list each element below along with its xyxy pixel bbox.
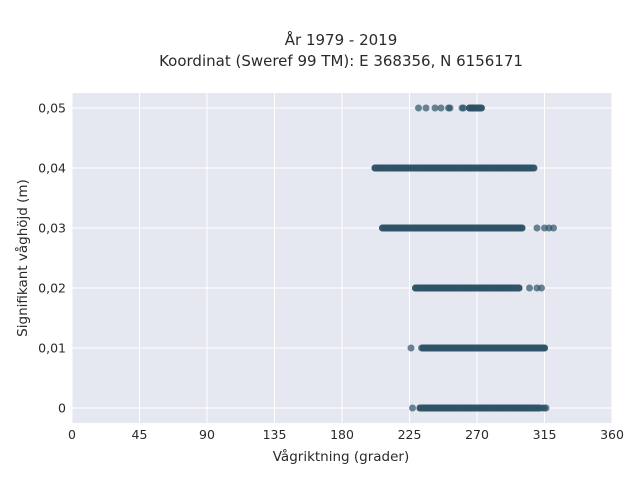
x-axis-label: Vågriktning (grader) [273,448,410,465]
data-point [538,284,545,292]
data-point [550,224,557,232]
chart-subtitle: Koordinat (Sweref 99 TM): E 368356, N 61… [159,52,523,70]
x-tick-label: 180 [330,427,354,442]
x-tick-label: 135 [263,427,287,442]
data-point [437,104,445,112]
data-point [415,104,422,112]
x-tick-label: 315 [533,427,557,442]
data-point [541,344,548,352]
data-point [542,404,550,412]
y-axis-ticks: 0 0,01 0,02 0,03 0,04 0,05 [38,101,66,416]
y-axis-label: Signifikant våghöjd (m) [14,179,31,337]
y-tick-label: 0,03 [38,221,66,236]
data-points [371,104,557,412]
y-tick-label: 0 [58,401,66,416]
y-tick-label: 0,02 [38,281,66,296]
x-axis-ticks: 0 45 90 135 180 225 270 315 360 [68,427,624,442]
y-tick-label: 0,05 [38,101,66,116]
data-point [469,104,476,112]
data-point [526,284,533,292]
x-tick-label: 90 [199,427,215,442]
data-point [418,344,425,352]
x-tick-label: 270 [465,427,489,442]
data-point [477,104,485,112]
data-point [518,224,526,232]
x-tick-label: 0 [68,427,76,442]
data-point [409,404,416,412]
y-tick-label: 0,04 [38,161,66,176]
data-point [446,104,454,112]
data-point [422,104,430,112]
data-point [533,224,541,232]
x-tick-label: 360 [600,427,624,442]
data-point [529,164,536,172]
data-point [460,104,467,112]
y-tick-label: 0,01 [38,341,66,356]
x-tick-label: 225 [398,427,422,442]
data-point [515,284,523,292]
data-point [407,344,415,352]
data-point [431,104,439,112]
x-tick-label: 45 [132,427,148,442]
chart-title: År 1979 - 2019 [285,30,398,49]
